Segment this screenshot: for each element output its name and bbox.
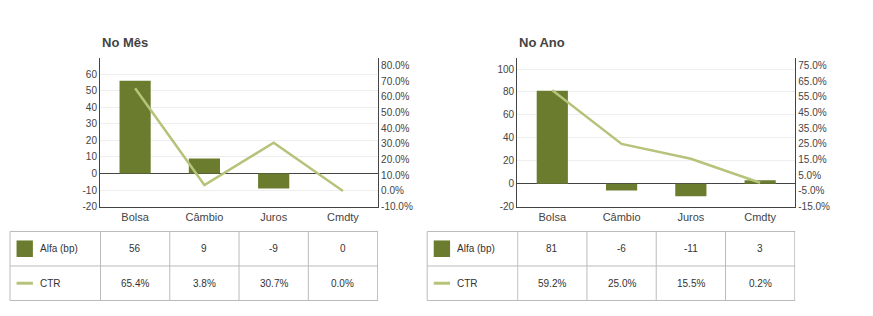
svg-text:56: 56 — [129, 243, 141, 254]
svg-text:75.0%: 75.0% — [798, 60, 826, 71]
svg-text:30.7%: 30.7% — [260, 278, 288, 289]
svg-text:30: 30 — [86, 118, 98, 129]
svg-text:No Ano: No Ano — [519, 35, 565, 50]
svg-text:Juros: Juros — [677, 211, 704, 223]
svg-text:10: 10 — [86, 151, 98, 162]
svg-text:60: 60 — [503, 109, 515, 120]
svg-text:80: 80 — [503, 86, 515, 97]
svg-text:0.2%: 0.2% — [749, 278, 772, 289]
svg-text:59.2%: 59.2% — [538, 278, 566, 289]
svg-text:9: 9 — [201, 243, 207, 254]
svg-text:55.0%: 55.0% — [798, 91, 826, 102]
svg-text:30.0%: 30.0% — [381, 138, 409, 149]
svg-text:3: 3 — [757, 243, 763, 254]
svg-text:45.0%: 45.0% — [798, 107, 826, 118]
svg-text:CTR: CTR — [40, 278, 61, 289]
svg-text:65.4%: 65.4% — [121, 278, 149, 289]
svg-text:Juros: Juros — [260, 211, 287, 223]
svg-text:-20: -20 — [500, 201, 515, 212]
svg-text:-10: -10 — [83, 185, 98, 196]
svg-text:80.0%: 80.0% — [381, 60, 409, 71]
svg-text:-9: -9 — [269, 243, 278, 254]
svg-text:No Mês: No Mês — [102, 35, 148, 50]
svg-text:-10.0%: -10.0% — [381, 201, 413, 212]
svg-text:60: 60 — [86, 69, 98, 80]
svg-text:Alfa (bp): Alfa (bp) — [457, 243, 495, 254]
svg-text:0: 0 — [91, 168, 97, 179]
svg-text:40: 40 — [503, 132, 515, 143]
svg-text:50: 50 — [86, 85, 98, 96]
svg-text:20: 20 — [86, 135, 98, 146]
svg-text:Alfa (bp): Alfa (bp) — [40, 243, 78, 254]
svg-text:65.0%: 65.0% — [798, 76, 826, 87]
svg-text:CTR: CTR — [457, 278, 478, 289]
svg-text:-15.0%: -15.0% — [798, 201, 830, 212]
svg-text:Câmbio: Câmbio — [603, 211, 641, 223]
svg-text:-5.0%: -5.0% — [798, 185, 824, 196]
svg-text:Cmdty: Cmdty — [744, 211, 776, 223]
svg-text:20: 20 — [503, 155, 515, 166]
svg-text:0.0%: 0.0% — [331, 278, 354, 289]
svg-text:-11: -11 — [684, 243, 698, 254]
svg-text:35.0%: 35.0% — [798, 123, 826, 134]
svg-text:0: 0 — [509, 178, 515, 189]
svg-text:81: 81 — [546, 243, 558, 254]
svg-text:Bolsa: Bolsa — [121, 211, 149, 223]
svg-text:60.0%: 60.0% — [381, 91, 409, 102]
svg-text:15.0%: 15.0% — [798, 154, 826, 165]
svg-text:Câmbio: Câmbio — [185, 211, 223, 223]
svg-text:5.0%: 5.0% — [798, 170, 821, 181]
svg-text:25.0%: 25.0% — [608, 278, 636, 289]
svg-text:3.8%: 3.8% — [193, 278, 216, 289]
svg-text:70.0%: 70.0% — [381, 76, 409, 87]
svg-text:100: 100 — [497, 64, 514, 75]
svg-text:40.0%: 40.0% — [381, 123, 409, 134]
svg-text:0: 0 — [340, 243, 346, 254]
svg-text:-20: -20 — [83, 201, 98, 212]
svg-text:50.0%: 50.0% — [381, 107, 409, 118]
svg-text:20.0%: 20.0% — [381, 154, 409, 165]
svg-text:Cmdty: Cmdty — [327, 211, 359, 223]
svg-text:0.0%: 0.0% — [381, 185, 404, 196]
svg-text:10.0%: 10.0% — [381, 170, 409, 181]
svg-text:15.5%: 15.5% — [677, 278, 705, 289]
svg-text:40: 40 — [86, 102, 98, 113]
svg-text:25.0%: 25.0% — [798, 138, 826, 149]
svg-text:-6: -6 — [617, 243, 626, 254]
svg-text:Bolsa: Bolsa — [539, 211, 567, 223]
